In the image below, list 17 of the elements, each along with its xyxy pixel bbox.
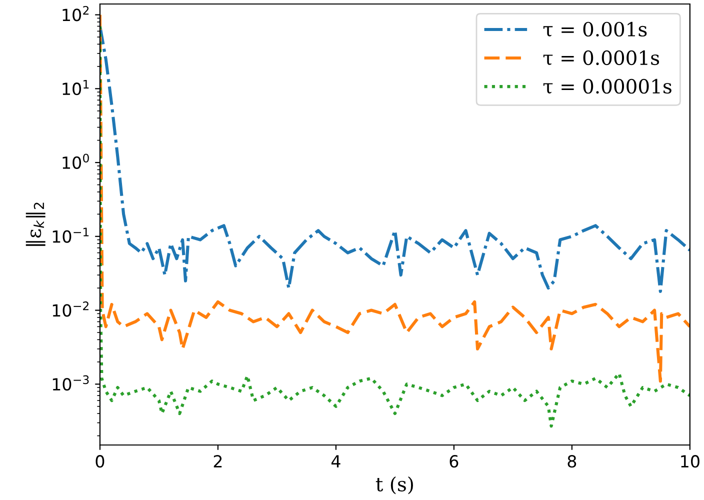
y-tick-label: 10$^{−1}$ xyxy=(52,228,89,243)
y-axis-title: ‖ε$_{k}$‖$_{2}$ xyxy=(26,202,46,246)
legend-label: τ = 0.0001s xyxy=(543,50,660,66)
y-tick-label: 10$^{1}$ xyxy=(62,80,89,96)
x-tick-label: 0 xyxy=(96,455,104,468)
x-tick-label: 8 xyxy=(568,455,576,468)
x-tick-label: 10 xyxy=(681,455,700,468)
y-tick-label: 10$^{−2}$ xyxy=(52,301,88,317)
legend-label: τ = 0.001s xyxy=(543,22,647,37)
x-tick-label: 2 xyxy=(214,455,222,468)
y-tick-label: 10$^{−3}$ xyxy=(52,375,89,391)
y-tick-label: 10$^{2}$ xyxy=(62,6,89,22)
x-tick-label: 6 xyxy=(450,455,458,468)
y-tick-label: 10$^{0}$ xyxy=(62,154,89,169)
x-tick-label: 4 xyxy=(331,455,340,468)
x-axis-title: t (s) xyxy=(376,476,413,494)
legend-label: τ = 0.00001s xyxy=(543,78,672,94)
